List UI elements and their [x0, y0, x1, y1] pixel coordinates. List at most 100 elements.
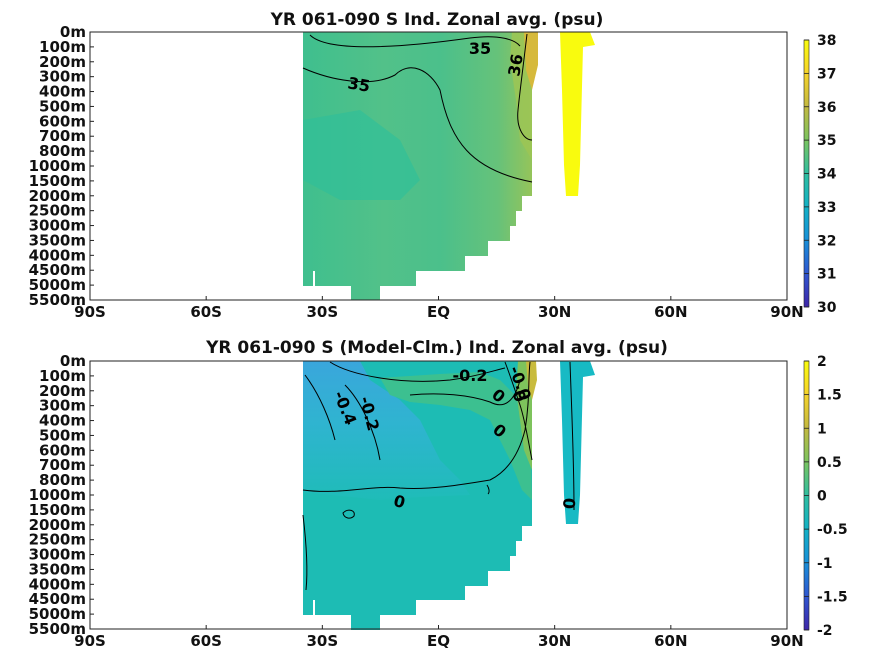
panel-top-y-ticks: 0m100m200m300m400m500m600m700m800m1000m1… [29, 23, 94, 309]
y-tick-label: 100m [39, 38, 86, 56]
y-tick-label: 400m [39, 83, 86, 101]
y-tick-label: 700m [39, 127, 86, 145]
y-tick-label: 4500m [29, 590, 86, 608]
y-tick-label: 4000m [29, 246, 86, 264]
colorbar-tick-label: 1.5 [817, 388, 842, 404]
y-tick-label: 200m [39, 53, 86, 71]
contour-35-upper [309, 34, 521, 48]
colorbar-tick-label: 34 [817, 167, 837, 183]
y-tick-label: 5000m [29, 276, 86, 294]
negative-anomaly-region [303, 361, 470, 500]
colorbar-tick-label: 1 [817, 421, 827, 437]
colorbar-tick-label: 38 [817, 33, 836, 49]
panel-bottom: YR 061-090 S (Model-Clm.) Ind. Zonal avg… [29, 338, 848, 650]
x-tick-label: 30N [538, 303, 571, 321]
x-tick-label: 30N [538, 632, 571, 650]
y-tick-label: 500m [39, 97, 86, 115]
y-tick-label: 5500m [29, 620, 86, 638]
contour-label-35-a: 35 [469, 39, 491, 58]
coastal-strong [526, 361, 537, 400]
y-tick-label: 100m [39, 367, 86, 385]
y-tick-label: 300m [39, 397, 86, 415]
contour-label-35-b: 35 [346, 73, 371, 96]
y-tick-label: 600m [39, 112, 86, 130]
y-tick-label: 500m [39, 426, 86, 444]
y-tick-label: 1000m [29, 157, 86, 175]
x-tick-label: 90S [74, 303, 106, 321]
panel-bottom-x-ticks: 90S 60S 30S EQ 30N 60N 90N [74, 625, 804, 650]
colorbar-tick-label: 36 [817, 100, 836, 116]
x-tick-label: 60N [654, 632, 687, 650]
y-tick-label: 3500m [29, 560, 86, 578]
y-tick-label: 1500m [29, 501, 86, 519]
colorbar-tick-label: -0.5 [817, 522, 848, 538]
contour-36 [517, 33, 533, 141]
colorbar-tick-label: 32 [817, 233, 836, 249]
colorbar-tick-label: 35 [817, 133, 836, 149]
y-tick-label: 300m [39, 68, 86, 86]
y-tick-label: 4000m [29, 575, 86, 593]
colorbar-tick-label: -2 [817, 623, 833, 639]
colorbar-tick-label: 0 [817, 489, 827, 505]
colorbar-tick-label: 37 [817, 66, 836, 82]
colorbar-tick-label: 30 [817, 300, 837, 316]
panel-top-field: 35 36 35 [302, 32, 595, 300]
contour-label-g: 0 [560, 497, 580, 510]
y-tick-label: 2000m [29, 516, 86, 534]
y-tick-label: 3000m [29, 217, 86, 235]
fresh-patch [303, 110, 420, 200]
x-tick-label: 60N [654, 303, 687, 321]
x-tick-label: 90S [74, 632, 106, 650]
contour-neg04 [304, 374, 336, 441]
x-tick-label: 30S [306, 303, 338, 321]
yellow-basin [560, 32, 595, 196]
contour-left-edge [302, 514, 308, 591]
y-tick-label: 3500m [29, 231, 86, 249]
x-tick-label: 60S [190, 632, 222, 650]
contour-label-f: 0 [392, 491, 408, 512]
contour-zero-b [409, 379, 521, 406]
north-basin [560, 361, 595, 524]
contour-label-36: 36 [504, 52, 527, 77]
x-tick-label: 90N [770, 303, 803, 321]
panel-top-title: YR 061-090 S Ind. Zonal avg. (psu) [270, 10, 604, 30]
contour-35-lower [302, 67, 533, 183]
colorbar-top-ticks: 38 37 36 35 34 33 32 31 30 [804, 33, 837, 316]
panel-bottom-field: -0.2 -0.4 -0.2 0 0 0 0 0 -0.0 [302, 361, 595, 630]
colorbar-tick-label: -1 [817, 556, 833, 572]
y-tick-label: 1000m [29, 486, 86, 504]
salinity-field [303, 32, 532, 300]
y-tick-label: 2500m [29, 531, 86, 549]
panel-top: YR 061-090 S Ind. Zonal avg. (psu) 35 36… [29, 10, 837, 321]
x-tick-label: 60S [190, 303, 222, 321]
y-tick-label: 5000m [29, 605, 86, 623]
panel-top-x-ticks: 90S 60S 30S EQ 30N 60N 90N [74, 296, 804, 321]
y-tick-label: 800m [39, 142, 86, 160]
y-tick-label: 700m [39, 456, 86, 474]
y-tick-label: 5500m [29, 291, 86, 309]
colorbar-tick-label: 2 [817, 354, 827, 370]
y-tick-label: 0m [60, 23, 86, 41]
contour-small-mark [486, 484, 490, 495]
colorbar-bottom-ticks: 2 1.5 1 0.5 0 -0.5 -1 -1.5 -2 [804, 354, 848, 639]
contour-zero-a [302, 361, 531, 492]
y-tick-label: 3000m [29, 546, 86, 564]
y-tick-label: 800m [39, 471, 86, 489]
x-tick-label: EQ [427, 303, 450, 321]
y-tick-label: 0m [60, 352, 86, 370]
contour-neg02-b [344, 384, 381, 461]
coastal-warm-strip [516, 361, 532, 470]
y-tick-label: 400m [39, 412, 86, 430]
panel-bottom-title: YR 061-090 S (Model-Clm.) Ind. Zonal avg… [205, 338, 668, 358]
colorbar-tick-label: 33 [817, 200, 836, 216]
y-tick-label: 600m [39, 441, 86, 459]
y-tick-label: 1500m [29, 172, 86, 190]
y-tick-label: 2000m [29, 187, 86, 205]
colorbar-tick-label: 0.5 [817, 455, 842, 471]
colorbar-tick-label: 31 [817, 267, 836, 283]
y-tick-label: 200m [39, 382, 86, 400]
contour-label-a: -0.2 [453, 366, 488, 385]
contour-zero-c [504, 361, 533, 461]
x-tick-label: 30S [306, 632, 338, 650]
